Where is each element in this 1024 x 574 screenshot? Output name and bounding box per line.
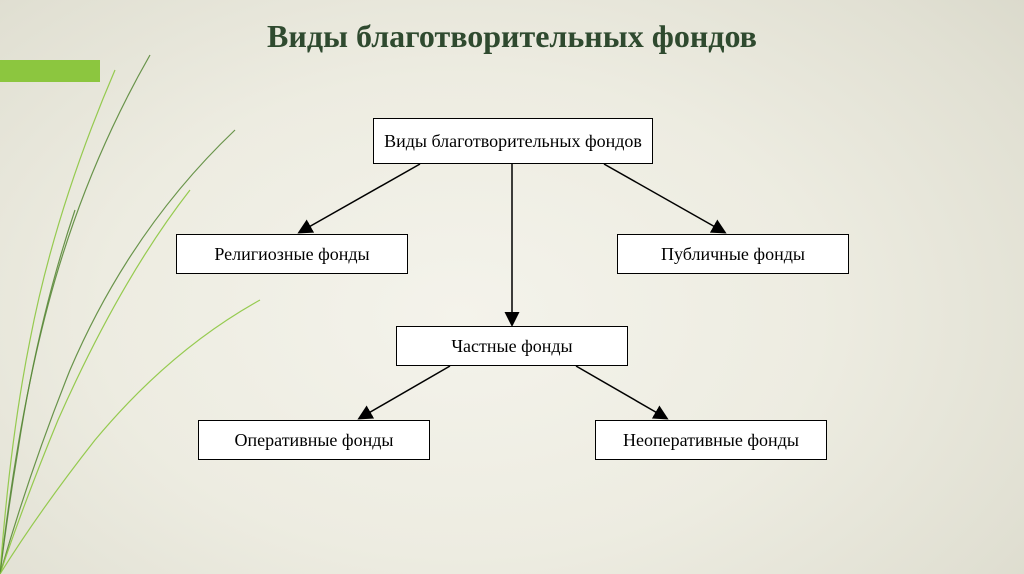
grass-decoration [0, 0, 1024, 574]
node-root: Виды благотворительных фондов [373, 118, 653, 164]
slide-title: Виды благотворительных фондов [0, 18, 1024, 55]
node-nonop: Неоперативные фонды [595, 420, 827, 460]
node-oper: Оперативные фонды [198, 420, 430, 460]
accent-bar [0, 60, 100, 82]
node-relig: Религиозные фонды [176, 234, 408, 274]
diagram-arrows [0, 0, 1024, 574]
node-priv: Частные фонды [396, 326, 628, 366]
node-public: Публичные фонды [617, 234, 849, 274]
slide: Виды благотворительных фондов Виды благо… [0, 0, 1024, 574]
